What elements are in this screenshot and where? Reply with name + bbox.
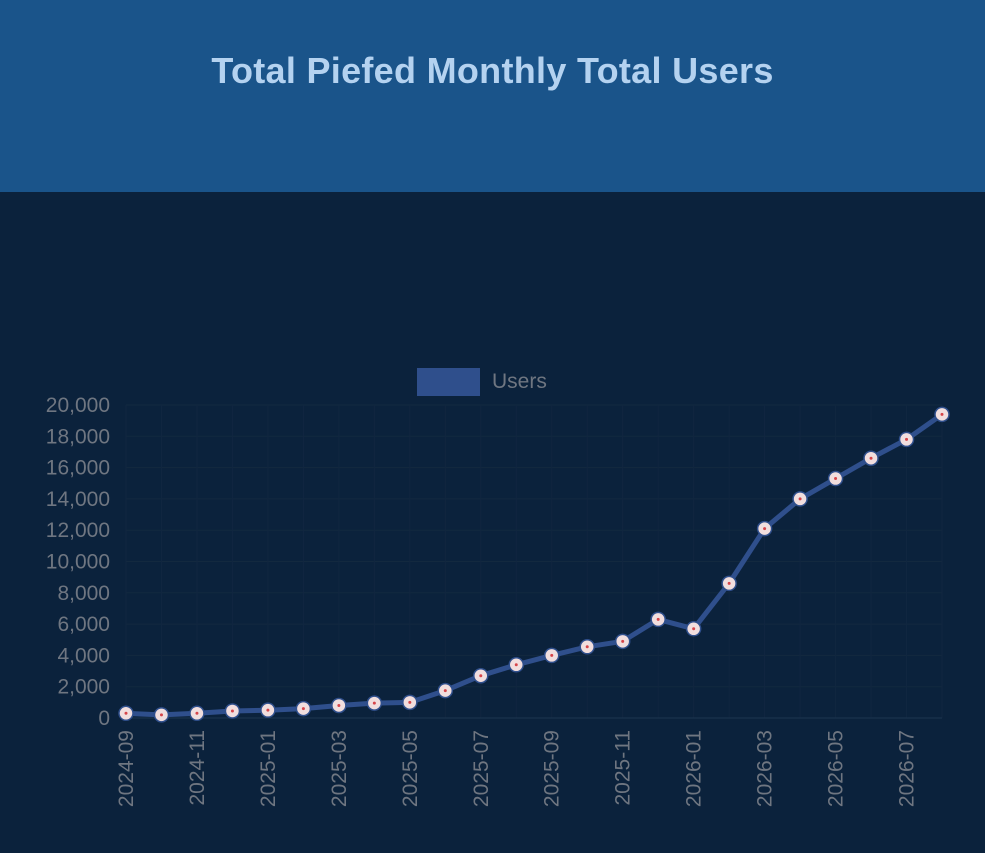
x-tick-label: 2025-09 xyxy=(541,730,564,807)
data-point-center xyxy=(798,497,802,501)
users-line-chart: Users 0 2,000 4,000 6,000 8,000 10,000 12,000 1… xyxy=(46,368,950,807)
data-point-center xyxy=(443,689,447,693)
data-point-center xyxy=(585,645,589,649)
data-point[interactable] xyxy=(473,667,489,684)
y-tick-label: 20,000 xyxy=(46,394,110,417)
x-tick-label: 2025-07 xyxy=(470,730,493,807)
x-tick-label: 2025-11 xyxy=(612,730,635,806)
data-point[interactable] xyxy=(224,703,241,719)
data-point-center xyxy=(195,711,199,715)
data-point-center xyxy=(869,456,873,460)
y-tick-label: 8,000 xyxy=(57,582,110,605)
data-point[interactable] xyxy=(543,647,560,664)
y-tick-label: 6,000 xyxy=(57,613,110,636)
data-point[interactable] xyxy=(189,705,205,722)
data-point[interactable] xyxy=(153,707,170,723)
chart-title: Total Piefed Monthly Total Users xyxy=(211,50,774,91)
data-points xyxy=(118,406,950,723)
y-tick-label: 16,000 xyxy=(46,457,110,480)
data-point[interactable] xyxy=(792,491,808,507)
data-point-center xyxy=(301,707,305,711)
legend-swatch-users xyxy=(417,368,480,396)
data-point-center xyxy=(337,703,341,707)
data-point[interactable] xyxy=(295,700,312,717)
data-point[interactable] xyxy=(260,702,276,718)
data-point-center xyxy=(834,477,838,481)
data-point-center xyxy=(940,412,944,416)
x-tick-label: 2025-01 xyxy=(257,730,280,807)
data-point-center xyxy=(763,527,767,531)
data-point-center xyxy=(266,708,270,712)
data-point-center xyxy=(479,674,483,678)
data-point-center xyxy=(905,437,909,441)
x-tick-label: 2024-11 xyxy=(186,730,209,806)
data-point[interactable] xyxy=(508,657,525,673)
x-tick-label: 2025-03 xyxy=(328,730,351,807)
data-point[interactable] xyxy=(650,611,666,628)
data-point[interactable] xyxy=(331,697,347,714)
data-point[interactable] xyxy=(934,406,950,423)
data-point-center xyxy=(692,627,696,631)
x-tick-label: 2024-09 xyxy=(115,730,138,807)
series-line-users xyxy=(125,412,944,718)
x-tick-label: 2026-03 xyxy=(754,730,777,807)
x-tick-label: 2026-07 xyxy=(896,730,919,807)
grid-lines xyxy=(125,404,943,719)
x-tick-label: 2025-05 xyxy=(399,730,422,807)
data-point[interactable] xyxy=(685,621,702,637)
x-axis-ticks: 2024-09 2024-11 2025-01 2025-03 2025-05 2025-… xyxy=(115,730,919,807)
data-point-center xyxy=(124,711,128,715)
legend-label-users: Users xyxy=(492,370,547,393)
data-point[interactable] xyxy=(402,694,418,711)
y-tick-label: 0 xyxy=(98,707,110,730)
legend[interactable]: Users xyxy=(417,368,547,396)
data-point-center xyxy=(656,617,660,621)
data-point[interactable] xyxy=(756,520,773,537)
data-point-center xyxy=(550,653,554,657)
y-axis-ticks: 0 2,000 4,000 6,000 8,000 10,000 12,000 14,000 1… xyxy=(46,394,110,730)
y-tick-label: 18,000 xyxy=(46,425,110,448)
data-point-center xyxy=(230,709,234,713)
y-tick-label: 4,000 xyxy=(57,644,110,667)
data-point-center xyxy=(514,663,518,667)
data-point-center xyxy=(372,701,376,705)
data-point-center xyxy=(408,700,412,704)
data-point[interactable] xyxy=(898,431,915,448)
data-point-center xyxy=(621,639,625,643)
chart-area: Users 0 2,000 4,000 6,000 8,000 10,000 12,000 1… xyxy=(0,192,985,853)
y-tick-label: 14,000 xyxy=(46,488,110,511)
data-point[interactable] xyxy=(437,682,454,699)
x-tick-label: 2026-01 xyxy=(683,730,706,807)
data-point[interactable] xyxy=(827,470,844,487)
data-point-center xyxy=(159,713,163,717)
data-point-center xyxy=(727,581,731,585)
data-point[interactable] xyxy=(118,705,134,722)
y-tick-label: 2,000 xyxy=(57,676,110,699)
chart-header: Total Piefed Monthly Total Users xyxy=(0,0,985,192)
y-tick-label: 12,000 xyxy=(46,519,110,542)
x-tick-label: 2026-05 xyxy=(825,730,848,807)
data-point[interactable] xyxy=(579,639,595,655)
data-point[interactable] xyxy=(366,695,383,711)
data-point[interactable] xyxy=(863,450,879,466)
y-tick-label: 10,000 xyxy=(46,551,110,574)
data-point[interactable] xyxy=(614,633,631,650)
data-point[interactable] xyxy=(721,575,737,592)
